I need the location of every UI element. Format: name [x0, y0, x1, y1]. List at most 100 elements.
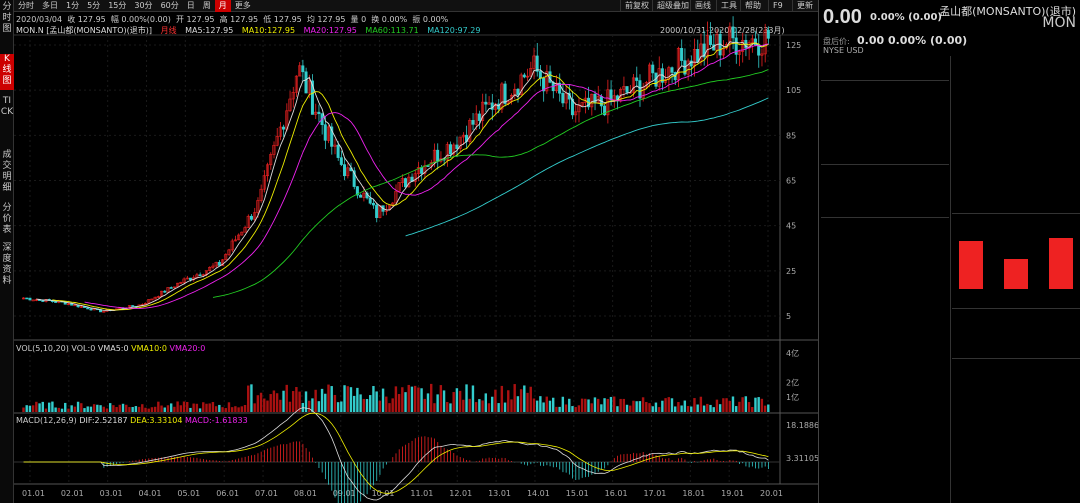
volume-bar — [584, 398, 587, 412]
forecast-bar — [1004, 258, 1028, 289]
volume-bar — [699, 396, 703, 412]
candle-body — [680, 48, 684, 61]
candle-body — [240, 231, 244, 236]
volume-bar — [352, 395, 356, 412]
volume-bar — [452, 392, 455, 412]
period-2[interactable]: 1分 — [66, 0, 80, 10]
candle-body — [86, 307, 90, 310]
volume-bar — [423, 398, 426, 412]
candle-body — [368, 197, 372, 204]
volume-bar — [690, 406, 693, 412]
candle-body — [686, 60, 690, 75]
tool-button-1[interactable]: 超级叠加 — [652, 0, 693, 12]
volume-bar — [388, 403, 391, 412]
volume-bar — [760, 398, 764, 412]
period-4[interactable]: 15分 — [108, 0, 127, 10]
tab-timeshare[interactable]: 分时图 — [2, 2, 12, 34]
time-tick: 13.01 — [488, 489, 511, 498]
vol-legend: VOL(5,10,20) VOL:0 VMA5:0 VMA10:0 VMA20:… — [16, 344, 206, 353]
ma60-line — [212, 69, 769, 298]
candle-body — [516, 88, 520, 95]
time-tick: 01.01 — [22, 489, 45, 498]
period-toolbar: 分时 多日 1分 5分 15分 30分 60分日周月更多 — [14, 0, 818, 12]
tool-button-4[interactable]: 帮助 — [740, 0, 765, 12]
period-5[interactable]: 30分 — [134, 0, 153, 10]
candle-body — [696, 48, 700, 63]
volume-bar — [340, 401, 343, 412]
volume-bar — [153, 406, 157, 412]
volume-bar — [638, 401, 642, 412]
candle-body — [657, 68, 661, 87]
period-1[interactable]: 多日 — [42, 0, 58, 10]
period-7[interactable]: 日 — [186, 0, 195, 10]
volume-bar — [41, 401, 44, 412]
volume-bar — [465, 384, 468, 412]
candle-body — [185, 277, 189, 280]
candle-body — [423, 165, 427, 174]
period-3[interactable]: 5分 — [87, 0, 101, 10]
volume-bar — [230, 407, 234, 412]
candle-body — [609, 89, 613, 101]
volume-bar — [247, 385, 250, 412]
kline-chart[interactable]: 125 105 85 65 45 25 5 01.01 02.01 03.01 04.01 05.01… — [14, 0, 818, 503]
volume-bar — [661, 400, 664, 412]
volume-bar — [587, 399, 590, 412]
volume-bar — [590, 403, 593, 412]
candle-body — [256, 200, 260, 213]
volume-bar — [754, 397, 757, 412]
candle-body — [22, 297, 26, 300]
candle-body — [301, 65, 305, 73]
period-0[interactable]: 分时 — [18, 0, 34, 10]
volume-bar — [677, 402, 680, 412]
volume-bar — [291, 391, 295, 412]
candle-body — [73, 304, 77, 307]
volume-bar — [324, 393, 327, 412]
period-9[interactable]: 月 — [214, 0, 231, 12]
candle-body — [461, 134, 465, 138]
candle-body — [288, 98, 292, 112]
candle-body — [741, 39, 745, 52]
period-6[interactable]: 60分 — [160, 0, 179, 10]
tool-button-2[interactable]: 画线 — [690, 0, 715, 12]
candle-body — [352, 170, 356, 187]
volume-bar — [35, 401, 38, 412]
candle-body — [484, 101, 488, 105]
volume-bar — [410, 386, 414, 412]
candle-body — [176, 282, 180, 288]
volume-bar — [221, 407, 224, 412]
volume-bar — [372, 386, 375, 412]
tool-button-3[interactable]: 工具 — [716, 0, 741, 12]
ma10-line — [52, 42, 769, 311]
volume-bar — [629, 405, 632, 412]
volume-bar — [311, 398, 314, 412]
volume-bar — [747, 402, 751, 412]
volume-bar — [542, 402, 545, 412]
candle-body — [638, 80, 642, 99]
volume-bar — [616, 406, 619, 412]
volume-bar — [243, 404, 247, 412]
period-10[interactable]: 更多 — [234, 0, 251, 10]
volume-bar — [176, 401, 179, 412]
tool-button-6[interactable]: 更新 — [792, 0, 817, 12]
ma-legend: MON.N [孟山都(MONSANTO)(退市)] 月线 MA5:127.95 … — [16, 26, 481, 35]
volume-bar — [468, 398, 471, 412]
candle-body — [66, 303, 70, 306]
volume-bar — [105, 408, 109, 412]
volume-bar — [96, 404, 99, 412]
period-8[interactable]: 周 — [202, 0, 211, 10]
time-tick: 10.01 — [372, 489, 395, 498]
tab-trade-detail[interactable]: 成交明细 — [2, 150, 12, 193]
volume-bar — [580, 398, 584, 412]
candle-body — [631, 77, 635, 93]
tab-deep-data[interactable]: 深度资料 — [2, 243, 12, 286]
ma5-line — [36, 41, 769, 312]
tab-kline[interactable]: K线图 — [0, 54, 14, 90]
tool-button-0[interactable]: 前复权 — [620, 0, 653, 12]
tab-tick[interactable]: TICK — [0, 96, 14, 117]
tool-button-5[interactable]: F9 — [768, 0, 787, 12]
candle-body — [330, 126, 334, 147]
candle-body — [317, 111, 321, 114]
volume-bar — [115, 407, 118, 412]
bar-info: 2020/03/04 收 127.95 幅 0.00%(0.00) 开 127.… — [16, 15, 449, 24]
tab-price-table[interactable]: 分价表 — [2, 203, 12, 235]
